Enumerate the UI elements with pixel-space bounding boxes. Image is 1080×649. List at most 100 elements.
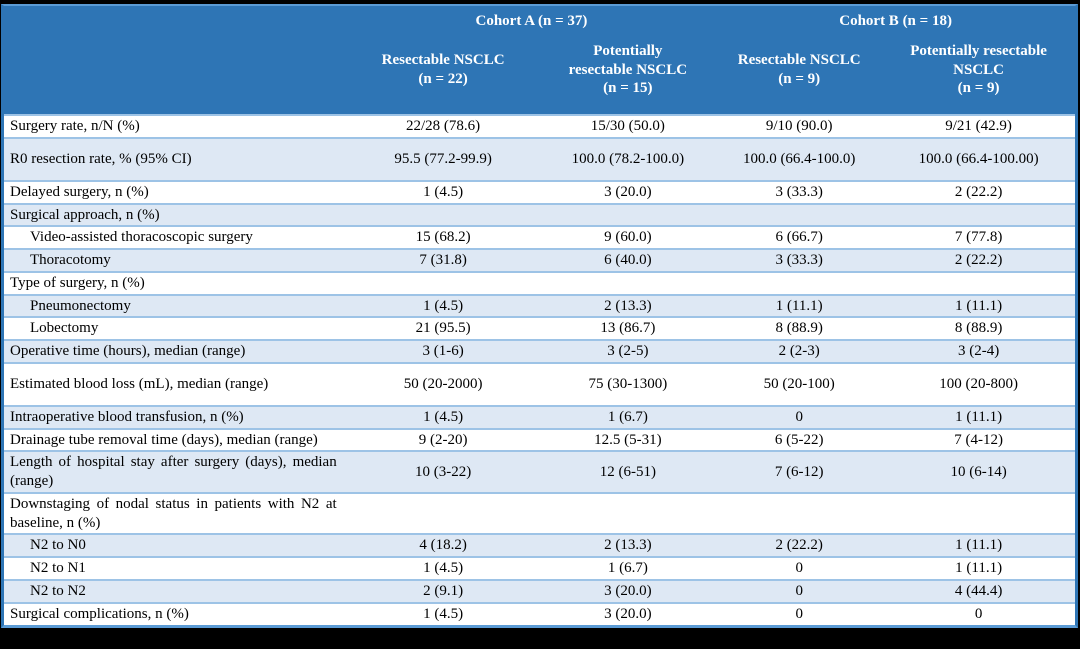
cell-value: 2 (22.2) (882, 179, 1075, 204)
table-row: Length of hospital stay after surgery (d… (4, 450, 1075, 493)
cell-value (882, 202, 1075, 227)
cell-value: 0 (716, 404, 883, 429)
cell-value: 3 (20.0) (539, 601, 717, 625)
cell-value: 2 (22.2) (716, 533, 883, 557)
table-row: N2 to N2 2 (9.1) 3 (20.0) 0 4 (44.4) (4, 578, 1075, 603)
cell-value (882, 270, 1075, 295)
cell-value: 1 (4.5) (346, 293, 540, 318)
row-label: Video-assisted thoracoscopic surgery (4, 225, 347, 249)
table-row: Surgery rate, n/N (%) 22/28 (78.6) 15/30… (4, 114, 1075, 138)
cell-value: 1 (11.1) (882, 404, 1075, 429)
cell-value: 1 (11.1) (882, 556, 1075, 580)
cell-value (346, 491, 540, 535)
cell-value: 8 (88.9) (882, 316, 1075, 340)
table-body: Surgery rate, n/N (%) 22/28 (78.6) 15/30… (4, 114, 1075, 625)
cell-value: 100.0 (66.4-100.00) (882, 136, 1075, 181)
cell-value: 50 (20-100) (716, 361, 883, 406)
cell-value: 1 (6.7) (539, 404, 717, 429)
cell-value (346, 202, 540, 227)
row-label: N2 to N2 (4, 578, 347, 603)
cell-value: 75 (30-1300) (539, 361, 717, 406)
table-row: Video-assisted thoracoscopic surgery 15 … (4, 225, 1075, 249)
cell-value (539, 491, 717, 535)
cell-value: 1 (4.5) (346, 404, 540, 429)
row-label: Delayed surgery, n (%) (4, 179, 347, 204)
cell-value (539, 202, 717, 227)
cell-value: 95.5 (77.2-99.9) (346, 136, 540, 181)
table-row: Pneumonectomy 1 (4.5) 2 (13.3) 1 (11.1) … (4, 293, 1075, 318)
cell-value: 3 (1-6) (346, 339, 540, 363)
cell-value: 1 (4.5) (346, 601, 540, 625)
cell-value: 2 (13.3) (539, 293, 717, 318)
row-label: Lobectomy (4, 316, 347, 340)
cell-value: 50 (20-2000) (346, 361, 540, 406)
column-header-a-resectable: Resectable NSCLC (n = 22) (346, 32, 540, 115)
row-label: Intraoperative blood transfusion, n (%) (4, 404, 347, 429)
cell-value (716, 270, 883, 295)
column-header-b-resectable: Resectable NSCLC (n = 9) (716, 32, 883, 115)
cell-value: 10 (3-22) (346, 450, 540, 493)
cell-value: 100 (20-800) (882, 361, 1075, 406)
cell-value: 9 (60.0) (539, 225, 717, 249)
row-label: Downstaging of nodal status in patients … (4, 491, 347, 535)
cell-value: 3 (20.0) (539, 578, 717, 603)
table-row: Intraoperative blood transfusion, n (%) … (4, 404, 1075, 429)
table-row: Drainage tube removal time (days), media… (4, 427, 1075, 452)
table-row: Downstaging of nodal status in patients … (4, 491, 1075, 535)
column-header-a-potentially-resectable: Potentially resectable NSCLC (n = 15) (539, 32, 717, 115)
table-row: N2 to N1 1 (4.5) 1 (6.7) 0 1 (11.1) (4, 556, 1075, 580)
table-row: N2 to N0 4 (18.2) 2 (13.3) 2 (22.2) 1 (1… (4, 533, 1075, 557)
cell-value: 3 (20.0) (539, 179, 717, 204)
cell-value: 1 (4.5) (346, 179, 540, 204)
row-label: Estimated blood loss (mL), median (range… (4, 361, 347, 406)
column-header-b-potentially-resectable: Potentially resectable NSCLC (n = 9) (882, 32, 1075, 115)
cell-value: 0 (716, 578, 883, 603)
cohort-b-header: Cohort B (n = 18) (716, 6, 1075, 32)
cell-value: 1 (4.5) (346, 556, 540, 580)
cell-value: 2 (9.1) (346, 578, 540, 603)
cell-value: 2 (13.3) (539, 533, 717, 557)
cell-value: 13 (86.7) (539, 316, 717, 340)
cell-value: 4 (44.4) (882, 578, 1075, 603)
cell-value: 1 (11.1) (882, 533, 1075, 557)
cell-value: 100.0 (66.4-100.0) (716, 136, 883, 181)
row-label: Drainage tube removal time (days), media… (4, 427, 347, 452)
cell-value: 1 (11.1) (716, 293, 883, 318)
table-row: Type of surgery, n (%) (4, 270, 1075, 295)
cell-value (539, 270, 717, 295)
column-header-row: Resectable NSCLC (n = 22) Potentially re… (4, 32, 1075, 115)
table-row: Estimated blood loss (mL), median (range… (4, 361, 1075, 406)
cell-value (882, 491, 1075, 535)
cell-value: 1 (6.7) (539, 556, 717, 580)
cell-value: 9/10 (90.0) (716, 114, 883, 138)
cell-value: 2 (2-3) (716, 339, 883, 363)
cell-value: 3 (33.3) (716, 248, 883, 272)
table-row: Operative time (hours), median (range) 3… (4, 339, 1075, 363)
cell-value: 6 (40.0) (539, 248, 717, 272)
cell-value: 10 (6-14) (882, 450, 1075, 493)
row-label: Operative time (hours), median (range) (4, 339, 347, 363)
table-outer-border: Cohort A (n = 37) Cohort B (n = 18) Rese… (1, 4, 1078, 628)
table-row: Surgical approach, n (%) (4, 202, 1075, 227)
table-row: Thoracotomy 7 (31.8) 6 (40.0) 3 (33.3) 2… (4, 248, 1075, 272)
cell-value: 2 (22.2) (882, 248, 1075, 272)
cohort-a-header: Cohort A (n = 37) (346, 6, 717, 32)
table-row: R0 resection rate, % (95% CI) 95.5 (77.2… (4, 136, 1075, 181)
cell-value: 1 (11.1) (882, 293, 1075, 318)
table-row: Surgical complications, n (%) 1 (4.5) 3 … (4, 601, 1075, 625)
cell-value: 8 (88.9) (716, 316, 883, 340)
cell-value: 100.0 (78.2-100.0) (539, 136, 717, 181)
cell-value: 7 (6-12) (716, 450, 883, 493)
cell-value: 7 (77.8) (882, 225, 1075, 249)
cell-value: 0 (882, 601, 1075, 625)
table-row: Lobectomy 21 (95.5) 13 (86.7) 8 (88.9) 8… (4, 316, 1075, 340)
cell-value: 12.5 (5-31) (539, 427, 717, 452)
cell-value: 21 (95.5) (346, 316, 540, 340)
table-header: Cohort A (n = 37) Cohort B (n = 18) Rese… (4, 6, 1075, 115)
surgical-outcomes-table: Cohort A (n = 37) Cohort B (n = 18) Rese… (4, 6, 1075, 625)
cell-value: 7 (4-12) (882, 427, 1075, 452)
cell-value: 3 (2-5) (539, 339, 717, 363)
cell-value: 0 (716, 601, 883, 625)
cell-value: 3 (2-4) (882, 339, 1075, 363)
